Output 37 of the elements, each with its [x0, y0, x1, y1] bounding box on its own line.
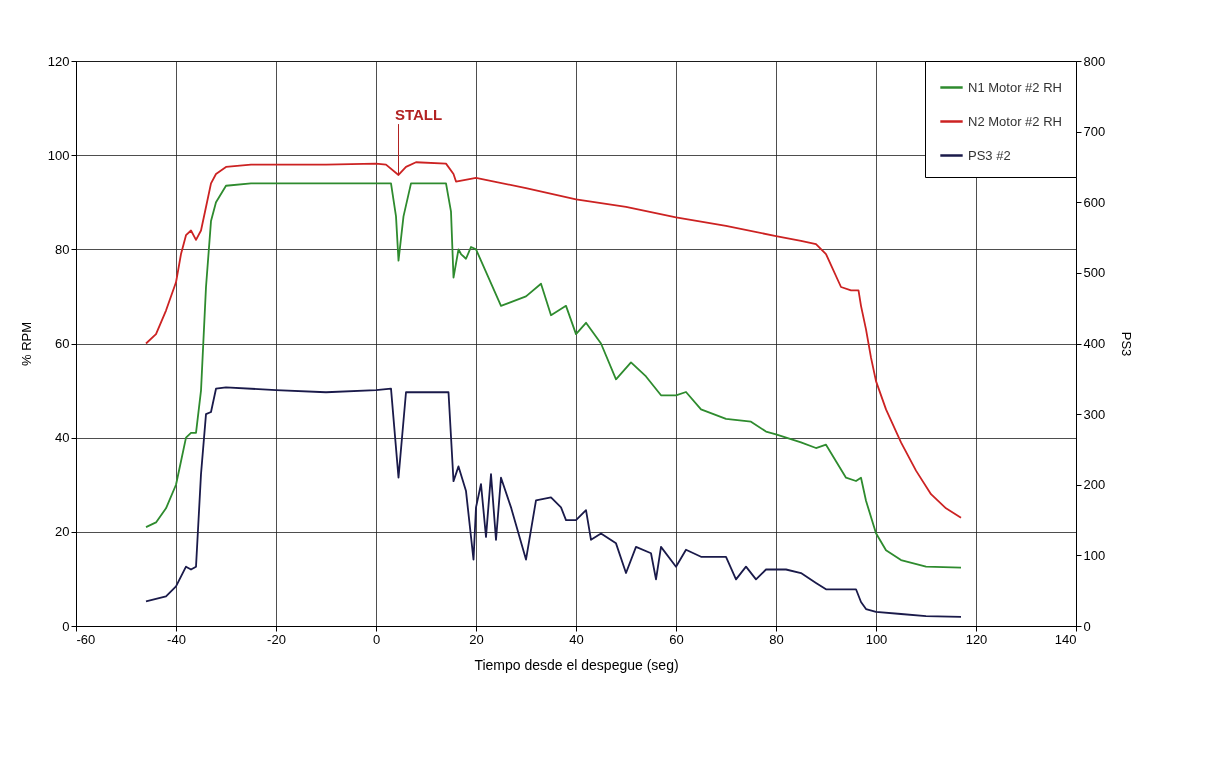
- x-tick-label: 20: [469, 631, 484, 647]
- x-tick-label: -20: [267, 631, 286, 647]
- y2-tick-label: 800: [1083, 53, 1106, 69]
- y-tick-label: 0: [62, 618, 70, 634]
- x-tick-label: 140: [1054, 631, 1077, 647]
- y2-tick-label: 0: [1083, 618, 1091, 634]
- line-series: [145, 386, 962, 618]
- line-series: [145, 161, 962, 519]
- y2-axis-title: PS3: [1119, 331, 1135, 357]
- y-tick-label: 60: [55, 336, 70, 351]
- y-tick-label: 40: [55, 430, 70, 446]
- x-tick-label: -60: [76, 631, 96, 647]
- legend-label: N2 Motor #2 RH: [968, 113, 1062, 129]
- x-tick-label: 120: [965, 631, 988, 647]
- y2-tick-label: 500: [1083, 265, 1106, 281]
- y2-tick-label: 200: [1083, 477, 1106, 493]
- y-axis-title: % RPM: [18, 321, 34, 367]
- y2-tick-label: 400: [1083, 336, 1106, 351]
- y-tick-label: 80: [55, 241, 70, 257]
- x-tick-label: 100: [865, 631, 888, 647]
- line-series: [145, 182, 962, 569]
- y2-tick-label: 300: [1083, 406, 1106, 422]
- x-tick-label: 60: [669, 631, 684, 647]
- y-tick-label: 100: [47, 147, 70, 163]
- y2-tick-label: 700: [1083, 124, 1106, 140]
- x-tick-label: 0: [372, 631, 381, 647]
- y2-tick-label: 100: [1083, 547, 1106, 563]
- annotation: STALL: [394, 105, 443, 123]
- x-tick-label: -40: [167, 631, 186, 647]
- y2-tick-label: 600: [1083, 194, 1106, 210]
- x-tick-label: 40: [569, 631, 584, 647]
- y-tick-label: 120: [47, 53, 70, 69]
- x-tick-label: 80: [769, 631, 784, 647]
- legend-label: PS3 #2: [968, 147, 1011, 163]
- x-axis-title: Tiempo desde el despegue (seg): [474, 656, 679, 673]
- y-tick-label: 20: [55, 524, 70, 540]
- legend-label: N1 Motor #2 RH: [968, 79, 1062, 95]
